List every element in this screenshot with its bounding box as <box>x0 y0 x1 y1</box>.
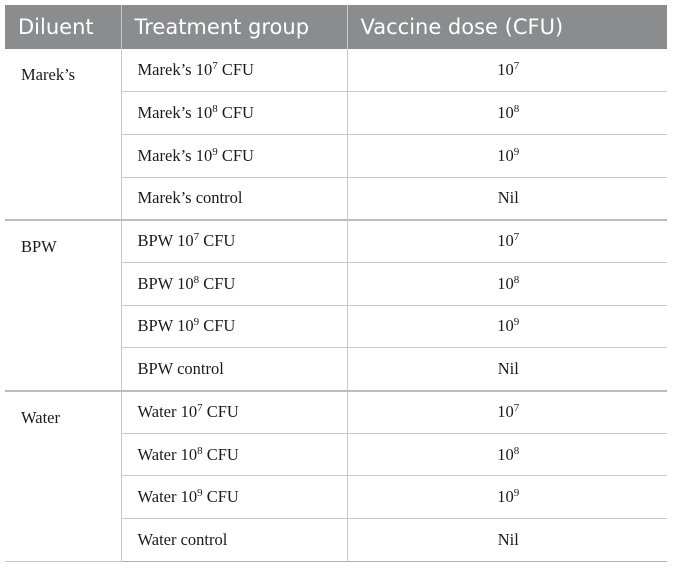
group-unit: CFU <box>202 402 239 422</box>
group-label: Water 10 <box>137 487 198 507</box>
group-label: Marek’s control <box>137 188 243 208</box>
dose-value: 10 <box>497 145 514 165</box>
vaccine-dose-cell: 108 <box>347 91 667 135</box>
table-row: Water 109 CFU 109 <box>5 475 667 520</box>
header-diluent: Diluent <box>5 5 121 49</box>
group-label: Marek’s 10 <box>137 145 213 165</box>
group-label: BPW 10 <box>137 273 194 293</box>
dose-exponent: 7 <box>513 231 520 244</box>
group-exponent: 9 <box>197 487 203 500</box>
vaccine-dose-cell: 108 <box>347 433 667 477</box>
table-row: BPW BPW 107 CFU 107 <box>5 219 667 392</box>
group-unit: CFU <box>199 231 236 251</box>
table-row: Water 108 CFU 108 <box>5 433 667 477</box>
dose-value: 10 <box>497 402 514 422</box>
treatment-group-cell: Water 108 CFU <box>121 433 348 477</box>
table-row: Marek’s Marek’s 107 CFU 107 <box>5 49 667 221</box>
vaccine-dose-cell: 109 <box>347 134 667 178</box>
treatment-group-cell: Water 107 CFU <box>121 390 348 434</box>
dose-exponent: 9 <box>513 145 520 158</box>
dose-value: 10 <box>497 103 514 123</box>
group-exponent: 7 <box>197 402 203 415</box>
group-exponent: 8 <box>212 103 218 116</box>
table-header: Diluent Treatment group Vaccine dose (CF… <box>5 5 667 49</box>
treatment-group-cell: BPW 108 CFU <box>121 262 348 306</box>
table-row: BPW 108 CFU 108 <box>5 262 667 306</box>
vaccine-dose-cell: 108 <box>347 262 667 306</box>
group-exponent: 7 <box>212 60 218 73</box>
group-exponent: 9 <box>193 316 200 329</box>
table-row: Marek’s 108 CFU 108 <box>5 91 667 135</box>
vaccine-dose-cell: Nil <box>347 518 667 562</box>
diluent-cell: Marek’s <box>5 49 122 221</box>
vaccine-dose-table: Diluent Treatment group Vaccine dose (CF… <box>5 5 667 562</box>
group-label: Water 10 <box>137 444 198 464</box>
group-unit: CFU <box>202 444 239 464</box>
treatment-group-cell: BPW 107 CFU <box>121 219 348 263</box>
vaccine-dose-cell: 109 <box>347 475 667 520</box>
group-label: Marek’s 10 <box>137 103 213 123</box>
treatment-group-cell: Marek’s 109 CFU <box>121 134 348 178</box>
dose-value: 10 <box>497 273 514 293</box>
diluent-cell: BPW <box>5 219 122 392</box>
table-row: Marek’s control Nil <box>5 177 667 221</box>
dose-exponent: 7 <box>513 60 520 73</box>
dose-value: 10 <box>497 60 514 80</box>
table-row: BPW control Nil <box>5 347 667 392</box>
vaccine-dose-cell: Nil <box>347 177 667 221</box>
dose-exponent: 8 <box>513 444 520 457</box>
dose-exponent: 8 <box>513 273 520 286</box>
group-label: Water 10 <box>137 402 198 422</box>
treatment-group-cell: Marek’s control <box>121 177 348 221</box>
group-unit: CFU <box>199 273 236 293</box>
treatment-group-cell: Water 109 CFU <box>121 475 348 520</box>
diluent-cell: Water <box>5 390 122 562</box>
dose-value: 10 <box>497 231 514 251</box>
dose-value: 10 <box>497 444 514 464</box>
group-label: BPW control <box>137 358 224 378</box>
vaccine-dose-cell: 107 <box>347 390 667 434</box>
header-row: Diluent Treatment group Vaccine dose (CF… <box>5 5 667 49</box>
group-exponent: 9 <box>212 145 218 158</box>
group-unit: CFU <box>217 145 254 165</box>
header-treatment-group: Treatment group <box>120 5 347 49</box>
group-label: BPW 10 <box>137 316 194 336</box>
table-row: BPW 109 CFU 109 <box>5 305 667 349</box>
treatment-group-cell: Marek’s 108 CFU <box>121 91 348 135</box>
group-unit: CFU <box>217 60 254 80</box>
group-exponent: 8 <box>193 273 200 286</box>
treatment-group-cell: BPW 109 CFU <box>121 305 348 349</box>
dose-exponent: 8 <box>513 103 520 116</box>
dose-exponent: 7 <box>513 402 520 415</box>
group-label: BPW 10 <box>137 231 194 251</box>
dose-value: Nil <box>497 358 519 378</box>
group-unit: CFU <box>199 316 236 336</box>
vaccine-dose-cell: Nil <box>347 347 667 392</box>
table-row: Water control Nil <box>5 518 667 562</box>
group-exponent: 7 <box>193 231 200 244</box>
dose-value: Nil <box>497 529 519 549</box>
dose-value: 10 <box>497 487 514 507</box>
treatment-group-cell: Marek’s 107 CFU <box>121 49 348 93</box>
table-row: Marek’s 109 CFU 109 <box>5 134 667 178</box>
group-exponent: 8 <box>197 444 203 457</box>
vaccine-dose-cell: 109 <box>347 305 667 349</box>
dose-value: 10 <box>497 316 514 336</box>
group-label: Water control <box>137 529 228 549</box>
group-unit: CFU <box>217 103 254 123</box>
dose-exponent: 9 <box>513 316 520 329</box>
group-unit: CFU <box>202 487 239 507</box>
treatment-group-cell: BPW control <box>121 347 348 392</box>
vaccine-dose-cell: 107 <box>347 219 667 263</box>
dose-exponent: 9 <box>513 487 520 500</box>
table-body: Marek’s Marek’s 107 CFU 107 Marek’s 108 CFU… <box>5 49 667 562</box>
dose-value: Nil <box>497 188 519 208</box>
table-row: Water Water 107 CFU 107 <box>5 390 667 562</box>
treatment-group-cell: Water control <box>121 518 348 562</box>
header-vaccine-dose: Vaccine dose (CFU) <box>346 5 667 49</box>
group-label: Marek’s 10 <box>137 60 213 80</box>
vaccine-dose-cell: 107 <box>347 49 667 93</box>
